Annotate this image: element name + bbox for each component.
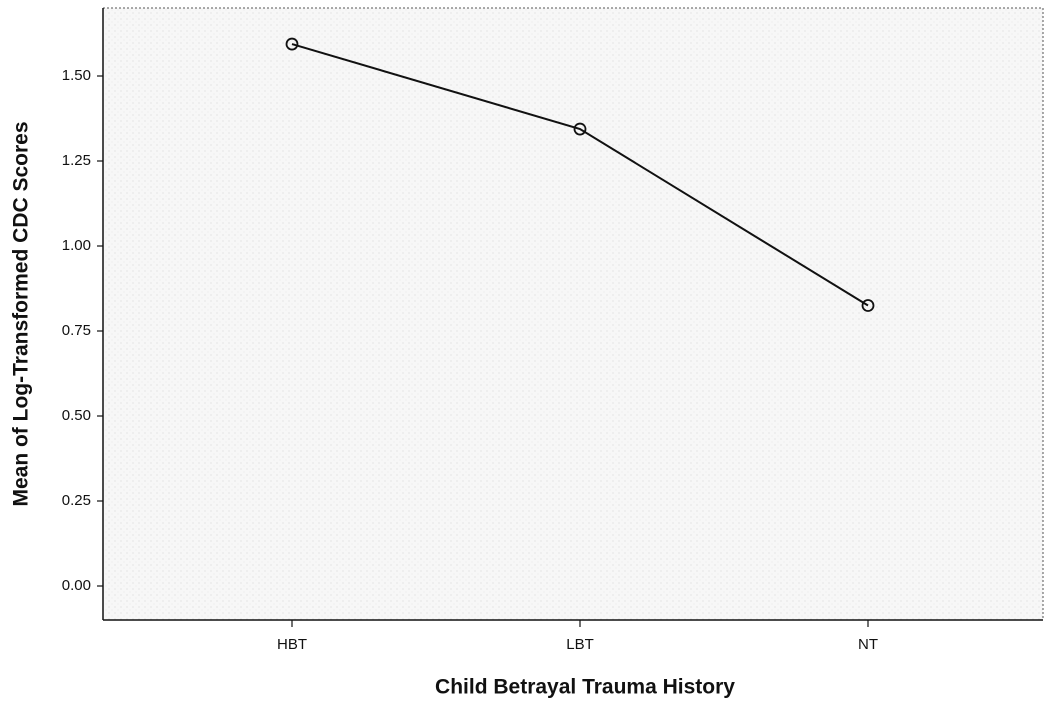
marker (285, 37, 299, 51)
y-axis-title: Mean of Log-Transformed CDC Scores (10, 121, 33, 506)
line (291, 43, 869, 307)
x-tick-label: LBT (566, 636, 594, 653)
y-tick-label: 0.50 (62, 407, 91, 424)
y-tick-label: 1.50 (62, 67, 91, 84)
y-tick-label: 0.00 (62, 577, 91, 594)
y-tick-label: 1.00 (62, 237, 91, 254)
marker (861, 299, 875, 312)
y-tick-label: 1.25 (62, 152, 91, 169)
x-axis-title: Child Betrayal Trauma History (435, 676, 735, 699)
x-tick-label: HBT (277, 636, 307, 653)
y-tick-label: 0.25 (62, 492, 91, 509)
marker (573, 122, 587, 136)
plot-area (102, 7, 1044, 621)
x-tick-label: NT (858, 636, 878, 653)
y-tick-label: 0.75 (62, 322, 91, 339)
